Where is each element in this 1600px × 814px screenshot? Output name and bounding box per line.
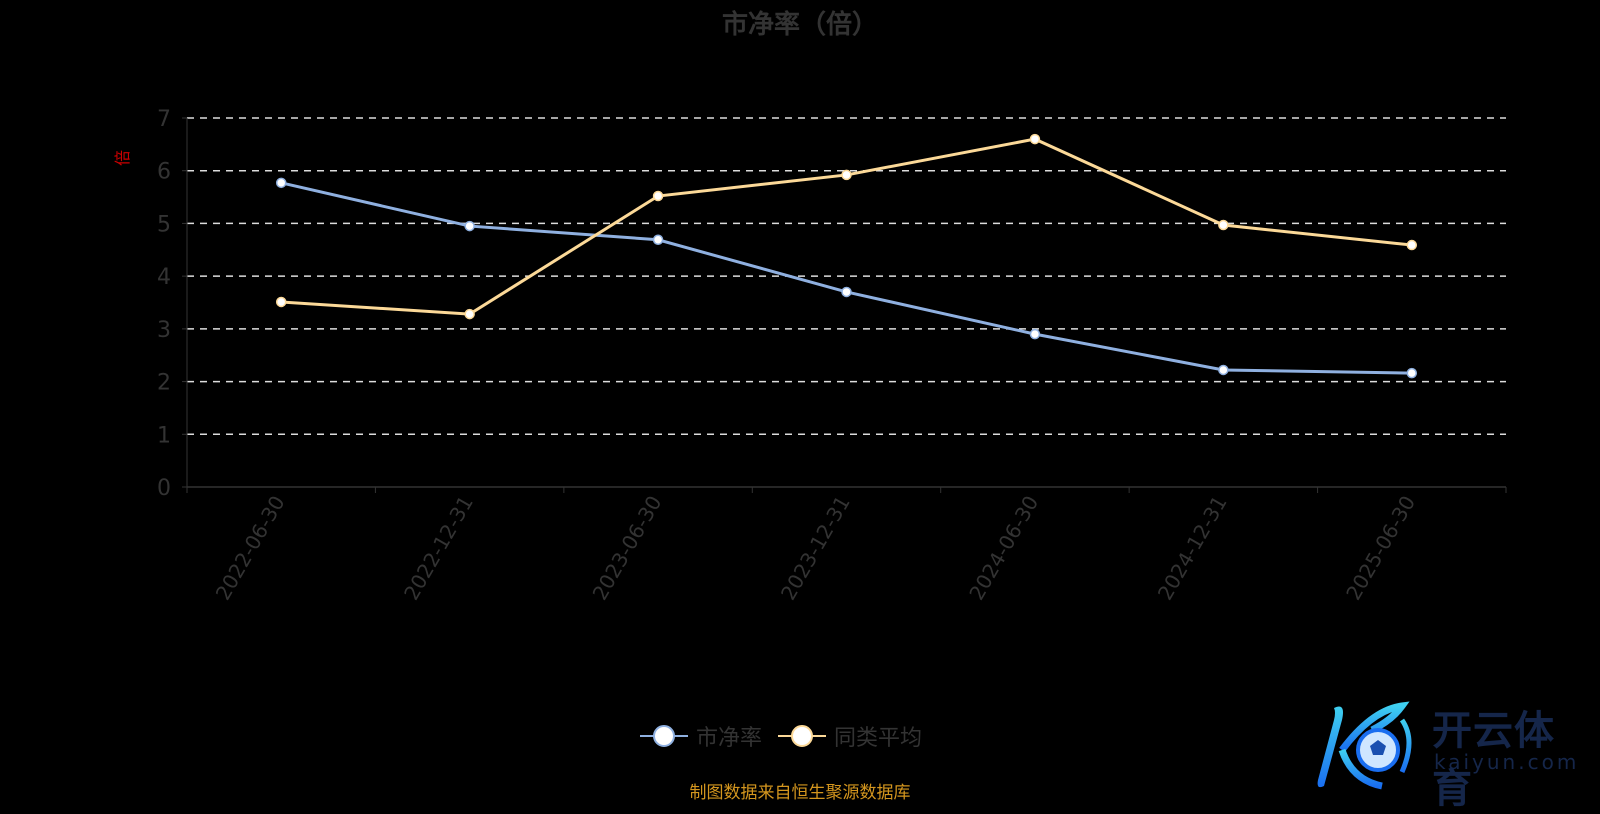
legend-marker-icon [778,724,827,748]
data-point [1218,219,1229,231]
data-point [275,177,287,189]
legend-marker-icon [640,724,688,748]
data-point [841,169,852,181]
y-tick-label: 6 [157,160,171,185]
y-tick-label: 0 [157,476,171,501]
y-tick-label: 2 [157,371,171,396]
x-tick-label: 2024-12-31 [1153,492,1232,605]
line-chart: 0 1 2 3 4 5 6 7 2022-06-30 2022-12-31 2023-06-30 20… [113,107,1507,605]
source-note: 制图数据来自恒生聚源数据库 [689,783,911,803]
data-point [652,190,664,202]
data-point [275,296,287,308]
y-tick-label: 4 [157,265,171,290]
y-tick-label: 5 [157,212,171,237]
y-tick-label: 3 [157,318,171,343]
x-tick-label: 2023-12-31 [776,492,855,605]
logo-k-ball-icon [1317,701,1412,790]
data-point [464,220,475,232]
data-point [652,234,664,246]
data-point [1029,328,1041,340]
data-point [464,308,475,320]
x-tick-label: 2022-06-30 [211,492,290,605]
legend-label: 同类平均 [834,726,923,751]
x-tick-label: 2023-06-30 [587,492,666,605]
data-point [1406,367,1418,379]
data-point [1218,364,1229,376]
x-tick-label: 2025-06-30 [1341,492,1420,605]
legend-item-pb[interactable]: 市净率 [640,720,762,752]
legend-item-peer-avg[interactable]: 同类平均 [778,720,922,752]
chart-title: 市净率（倍） [721,10,878,40]
x-tick-label: 2024-06-30 [964,492,1043,605]
x-tick-label: 2022-12-31 [399,491,478,604]
y-tick-label: 7 [157,107,171,132]
legend: 市净率 同类平均 [640,720,922,752]
kaiyun-logo: 开云体育 kaiyun.com [1312,700,1592,812]
data-point [841,286,852,298]
logo-text-en: kaiyun.com [1434,750,1580,774]
y-tick-label: 1 [157,423,171,448]
legend-label: 市净率 [696,726,763,751]
data-point [1029,133,1041,145]
series-line-0 [280,181,1412,375]
data-point [1406,239,1418,251]
y-axis-label: 倍 [113,150,132,166]
